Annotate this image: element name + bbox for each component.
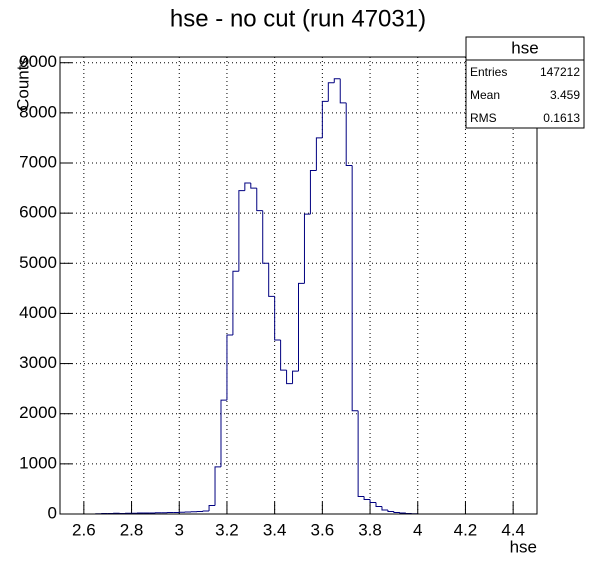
y-tick-label: 2000 <box>19 403 57 422</box>
y-tick-label: 0 <box>48 503 57 522</box>
y-axis-title: Counts <box>13 57 32 111</box>
x-tick-label: 2.8 <box>120 520 144 539</box>
x-tick-label: 4 <box>413 520 422 539</box>
stats-box: hse Entries 147212 Mean 3.459 RMS 0.1613 <box>465 36 585 129</box>
y-tick-label: 6000 <box>19 203 57 222</box>
histogram-bin <box>202 510 210 512</box>
histogram-bin <box>369 499 377 503</box>
histogram-bin <box>339 78 347 104</box>
histogram-bin <box>238 190 245 272</box>
histogram-bin <box>292 370 299 384</box>
histogram-bin <box>303 213 311 284</box>
histogram-bin <box>345 102 353 167</box>
histogram-bin <box>393 511 400 513</box>
histogram-bin <box>381 506 388 511</box>
histogram-bin <box>256 188 263 212</box>
histogram-bin <box>315 137 323 171</box>
histogram-bin <box>268 263 275 297</box>
y-tick-label: 5000 <box>19 253 57 272</box>
y-tick-label: 8000 <box>19 102 57 121</box>
stats-label: Mean <box>470 88 500 102</box>
histogram-bin <box>405 512 412 514</box>
x-tick-label: 4.2 <box>454 520 478 539</box>
histogram-bin <box>286 370 293 385</box>
histogram-bin <box>327 82 335 102</box>
x-tick-label: 3.6 <box>311 520 335 539</box>
histogram-bin <box>280 340 287 371</box>
plot-border <box>59 56 538 515</box>
y-tick-label: 3000 <box>19 353 57 372</box>
plot-area: 2.6 2.8 3 3.2 3.4 3.6 3.8 4 4.2 4.4 0 1000 2000 3000 4… <box>19 52 538 539</box>
stats-value: 147212 <box>540 65 580 79</box>
histogram-bin <box>375 502 382 507</box>
histogram-bin <box>262 210 269 264</box>
y-tick-label: 7000 <box>19 152 57 171</box>
x-tick-label: 4.4 <box>501 520 525 539</box>
histogram-bin <box>321 100 329 138</box>
y-tick-label: 9000 <box>19 52 57 71</box>
x-tick-label: 3 <box>175 520 184 539</box>
histogram-bin <box>232 270 239 335</box>
stats-value: 3.459 <box>550 88 580 102</box>
histogram-bin <box>387 509 394 512</box>
chart-title: hse - no cut (run 47031) <box>170 5 426 32</box>
x-tick-label: 3.8 <box>358 520 382 539</box>
histogram-bin <box>351 165 359 412</box>
histogram-bin <box>298 282 305 372</box>
stats-label: RMS <box>470 111 497 125</box>
histogram-bin <box>333 78 341 83</box>
y-tick-label: 1000 <box>19 453 57 472</box>
stats-frame <box>465 36 585 129</box>
x-tick-label: 3.4 <box>263 520 287 539</box>
x-axis-title: hse <box>510 537 537 556</box>
stats-value: 0.1613 <box>543 111 580 125</box>
histogram-bin <box>363 496 371 500</box>
histogram-bin <box>226 334 233 401</box>
histogram-bin <box>274 296 281 341</box>
y-tick-label: 4000 <box>19 303 57 322</box>
histogram-bin <box>357 410 365 497</box>
histogram-bin <box>399 512 406 514</box>
histogram-bin <box>208 504 216 511</box>
stats-title: hse <box>511 38 538 57</box>
stats-label: Entries <box>470 65 507 79</box>
histogram-bin <box>244 182 251 191</box>
histogram-bin <box>309 170 317 215</box>
x-tick-label: 2.6 <box>72 520 96 539</box>
histogram-bin <box>214 466 221 506</box>
x-tick-label: 3.2 <box>215 520 239 539</box>
histogram-bin <box>250 183 257 189</box>
histogram-bin <box>220 399 227 467</box>
